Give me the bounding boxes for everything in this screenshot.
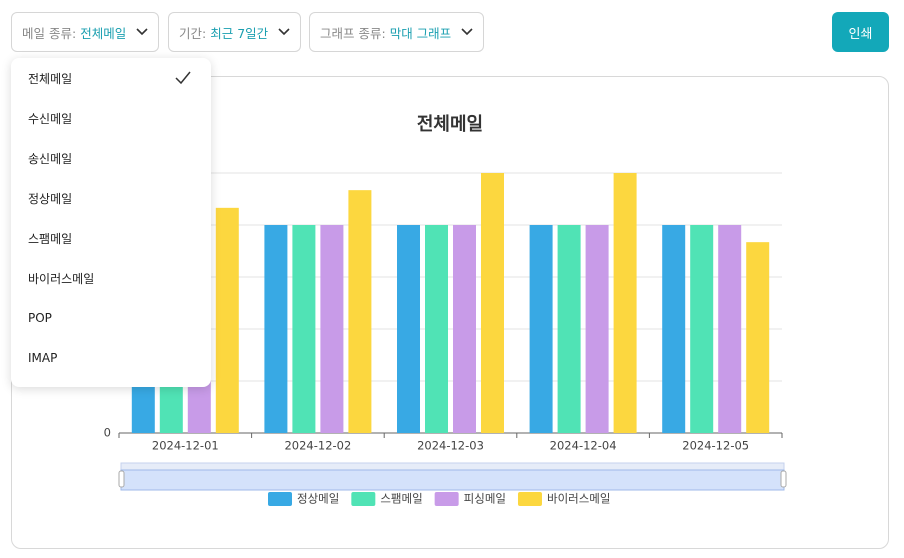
legend-label: 바이러스메일 [547, 492, 610, 506]
menu-item[interactable]: 스팸메일 [11, 218, 211, 258]
menu-item[interactable]: 송신메일 [11, 138, 211, 178]
filter-select[interactable]: 그래프 종류: 막대 그래프 [309, 12, 485, 52]
legend-label: 피싱메일 [464, 492, 506, 506]
bar [264, 225, 288, 433]
menu-item-label: IMAP [28, 351, 58, 365]
bar [557, 225, 581, 433]
y-tick-label: 0 [104, 426, 111, 440]
bar [320, 225, 344, 433]
menu-item-label: POP [28, 311, 52, 325]
bar [662, 225, 686, 433]
caret-icon [461, 28, 473, 36]
bar [397, 225, 420, 433]
menu-item-label: 수신메일 [28, 111, 73, 126]
filter-label: 메일 종류: [22, 25, 77, 41]
x-tick-label: 2024-12-01 [152, 439, 219, 453]
x-tick-label: 2024-12-03 [417, 439, 484, 453]
filter-select[interactable]: 메일 종류: 전체메일 [11, 12, 160, 52]
legend-swatch [517, 492, 542, 506]
bar [425, 225, 448, 433]
bar [746, 242, 770, 433]
filter-value: 최근 7일간 [210, 25, 269, 41]
menu-item-label: 스팸메일 [28, 231, 73, 246]
chart-title: 전체메일 [417, 114, 483, 135]
bar [529, 225, 553, 433]
bar [453, 225, 476, 433]
zoom-slider-selection[interactable] [120, 469, 785, 491]
x-tick-label: 2024-12-02 [284, 439, 351, 453]
bar [215, 207, 239, 433]
menu-item-label: 정상메일 [28, 191, 73, 206]
menu-item-label: 바이러스메일 [28, 271, 95, 286]
bar [690, 225, 714, 433]
caret-icon [278, 28, 290, 36]
legend-label: 스팸메일 [380, 492, 422, 506]
menu-item-label: 전체메일 [28, 71, 73, 86]
menu-item[interactable]: 바이러스메일 [11, 258, 211, 298]
filter-label: 그래프 종류: [320, 25, 386, 41]
filter-value: 막대 그래프 [389, 25, 452, 41]
legend-label: 정상메일 [297, 492, 339, 506]
legend-swatch [268, 492, 292, 506]
x-tick-label: 2024-12-05 [682, 439, 749, 453]
menu-item[interactable]: 전체메일 [11, 58, 211, 98]
bar [585, 225, 609, 433]
zoom-handle[interactable] [780, 470, 787, 488]
filter-select[interactable]: 기간: 최근 7일간 [168, 12, 302, 52]
legend-swatch [351, 492, 376, 506]
filter-label: 기간: [179, 25, 207, 41]
bar [348, 190, 372, 433]
legend-swatch [434, 492, 459, 506]
menu-item[interactable]: 수신메일 [11, 98, 211, 138]
bar [292, 225, 316, 433]
caret-icon [136, 28, 148, 36]
filter-value: 전체메일 [80, 25, 127, 41]
menu-item-label: 송신메일 [28, 151, 73, 166]
print-button[interactable]: 인쇄 [832, 12, 889, 52]
menu-item[interactable]: 정상메일 [11, 178, 211, 218]
menu-item[interactable]: POP [11, 298, 211, 338]
zoom-handle[interactable] [118, 470, 125, 488]
menu-item[interactable]: IMAP [11, 338, 211, 378]
x-tick-label: 2024-12-04 [550, 439, 617, 453]
bar [481, 173, 504, 433]
check-icon [175, 71, 191, 85]
bar [613, 173, 637, 433]
bar [718, 225, 742, 433]
